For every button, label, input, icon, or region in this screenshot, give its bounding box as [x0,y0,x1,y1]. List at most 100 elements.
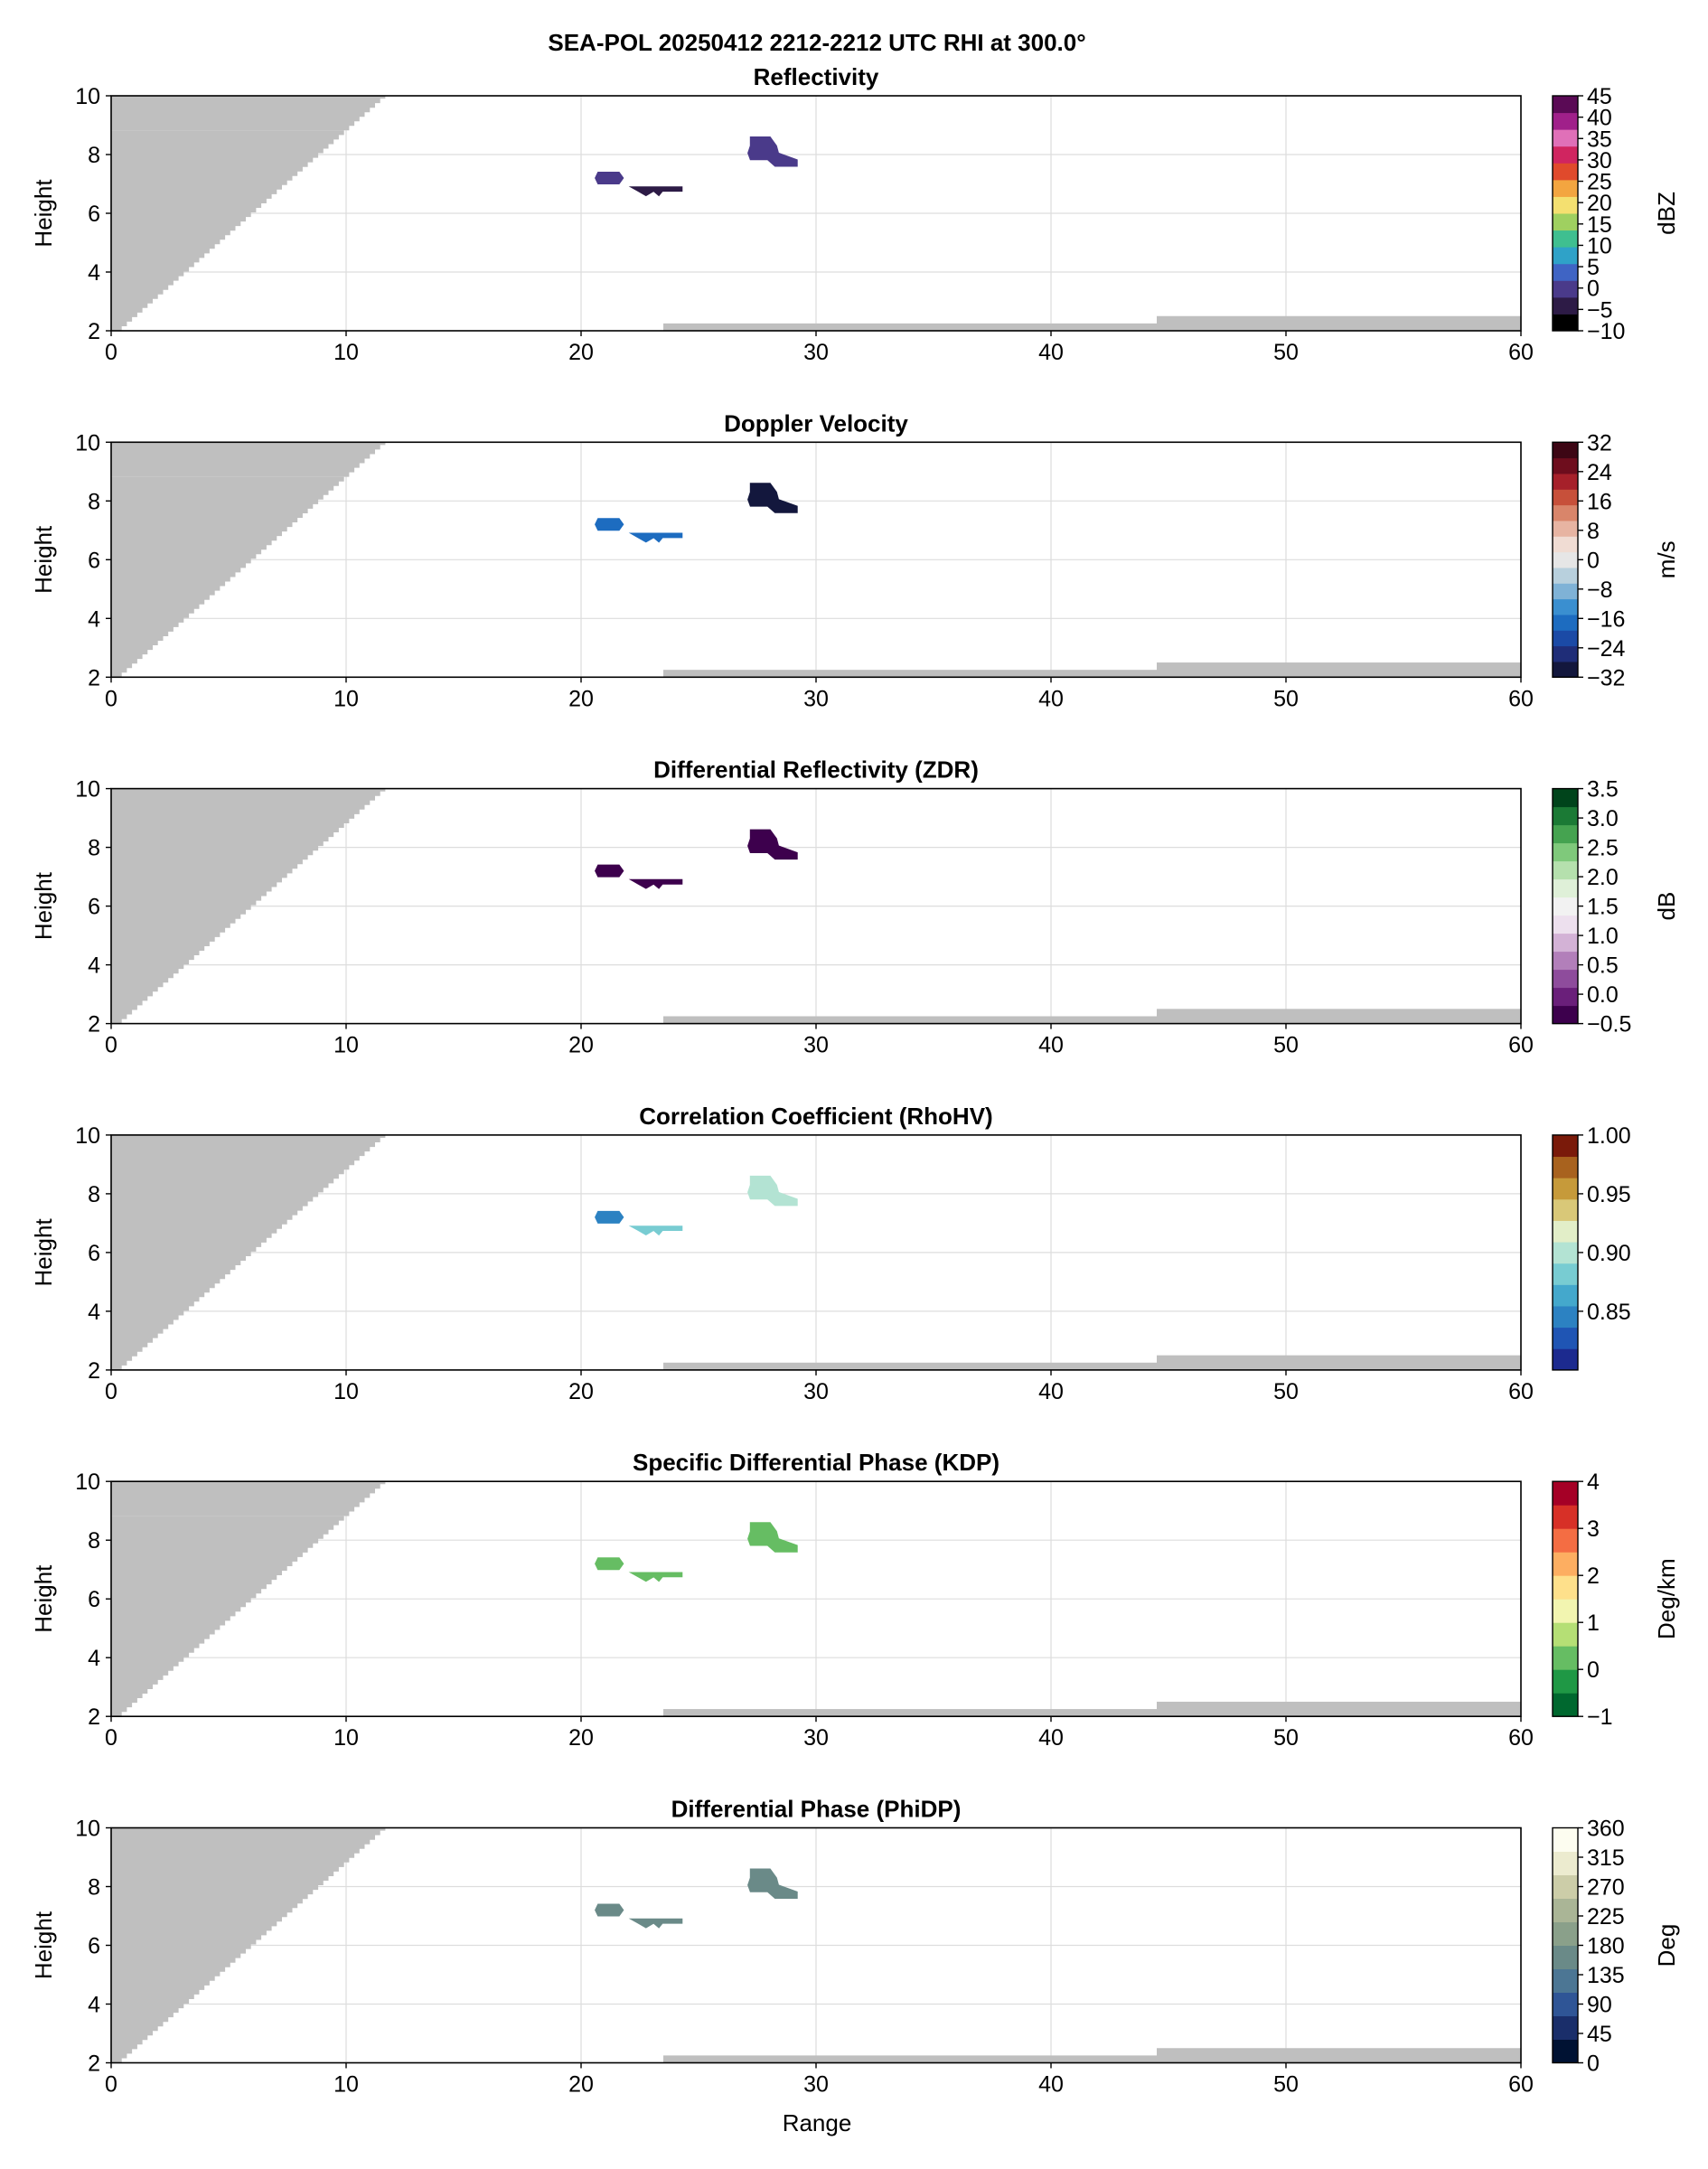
colorbar-segment [1553,1284,1578,1307]
colorbar-tick-label: 1.0 [1587,924,1619,949]
echo-cell [628,878,683,889]
colorbar-label: Deg [1653,1924,1680,1967]
colorbar-label: dBZ [1653,192,1680,235]
y-tick-label: 6 [88,202,100,227]
colorbar-tick-label: 0 [1587,1657,1600,1683]
colorbar-segment [1553,598,1578,615]
surface-clutter-strip [1157,315,1521,331]
panel-stack: 0 10 20 30 40 50 60246810HeightReflectivity−10… [30,63,1680,2098]
colorbar-tick-label: 2.0 [1587,865,1619,890]
colorbar-tick-label: 0.0 [1587,982,1619,1008]
colorbar-tick-label: −24 [1587,636,1626,662]
colorbar-segment [1553,263,1578,281]
colorbar-tick-label: 0.85 [1587,1300,1631,1325]
colorbar-tick-label: 1.00 [1587,1123,1631,1149]
colorbar-segment [1553,163,1578,181]
colorbar-segment [1553,1327,1578,1349]
beam-blockage-region [111,442,386,678]
y-tick-label: 6 [88,1587,100,1612]
beam-blockage-region [111,1827,386,2063]
plot-area [111,788,1521,1024]
colorbar-tick-label: 2.5 [1587,836,1619,861]
colorbar: −1 0 1 2 3 4 Deg/km [1552,1469,1680,1730]
colorbar-segment [1553,1575,1578,1600]
y-tick-label: 6 [88,1934,100,1959]
y-axis-label: Height [30,525,57,594]
y-tick-label: 4 [88,1646,100,1671]
echo-cell [595,864,624,878]
y-tick-label: 10 [75,1469,100,1495]
y-axis-label: Height [30,1911,57,1979]
x-tick-label: 40 [1038,1033,1064,1058]
y-tick-label: 8 [88,143,100,168]
y-tick-label: 6 [88,895,100,920]
x-tick-label: 0 [105,1379,117,1404]
x-tick-label: 30 [803,1033,829,1058]
colorbar-segment [1553,314,1578,332]
x-tick-label: 30 [803,2072,829,2098]
colorbar-tick-label: 225 [1587,1904,1625,1930]
radar-panel: 0 10 20 30 40 50 60 2 4 6 8 10 Height Differential Ph… [30,1796,1680,2098]
colorbar-tick-label: 135 [1587,1963,1625,1988]
colorbar-segment [1553,1178,1578,1200]
beam-blockage-region [111,1134,386,1370]
colorbar-segment [1553,296,1578,315]
colorbar-tick-label: 40 [1587,106,1612,131]
colorbar-tick-label: 3 [1587,1516,1600,1542]
colorbar-tick-label: 20 [1587,191,1612,216]
radar-panel: 0 10 20 30 40 50 60246810HeightReflectivity−10… [30,63,1680,365]
x-tick-label: 60 [1508,1725,1534,1751]
colorbar-tick-label: −10 [1587,319,1625,344]
colorbar-segment [1553,489,1578,506]
x-tick-label: 40 [1038,1379,1064,1404]
x-tick-label: 50 [1273,2072,1299,2098]
echo-cell [595,1210,624,1224]
colorbar-segment [1553,1263,1578,1285]
radar-panel: 0 10 20 30 40 50 60 2 4 6 8 10 Height Differential Re… [30,756,1680,1058]
y-tick-label: 4 [88,1300,100,1325]
echo-cell [595,1557,624,1571]
colorbar-segment [1553,933,1578,953]
colorbar-tick-label: 24 [1587,460,1612,485]
colorbar-tick-label: 10 [1587,233,1612,258]
colorbar-tick-label: −1 [1587,1704,1613,1730]
colorbar-segment [1553,247,1578,265]
colorbar-segment [1553,567,1578,584]
colorbar-segment [1553,1505,1578,1529]
echo-cell [595,518,624,531]
colorbar-segment [1553,2015,1578,2040]
echo-cell [747,483,798,513]
colorbar-segment [1553,1005,1578,1025]
colorbar-segment [1553,897,1578,916]
colorbar-tick-label: 0.90 [1587,1241,1631,1266]
colorbar-segment [1553,1528,1578,1553]
plot-area [111,442,1521,678]
y-axis-label: Height [30,1564,57,1633]
colorbar-segment [1553,951,1578,971]
x-tick-label: 50 [1273,686,1299,711]
colorbar-segment [1553,129,1578,147]
colorbar-segment [1553,1242,1578,1264]
colorbar-segment [1553,2039,1578,2063]
colorbar-segment [1553,1481,1578,1506]
colorbar-tick-label: 0 [1587,548,1600,573]
colorbar-tick-label: 0.95 [1587,1182,1631,1207]
colorbar-segment [1553,1599,1578,1623]
colorbar-segment [1553,661,1578,678]
colorbar-segment [1553,1646,1578,1670]
surface-clutter-strip [1157,1701,1521,1717]
panel-title: Differential Phase (PhiDP) [671,1796,962,1823]
surface-clutter-strip [663,1709,1157,1717]
colorbar-tick-label: 45 [1587,84,1612,109]
y-tick-label: 10 [75,777,100,803]
y-tick-label: 6 [88,548,100,573]
x-tick-label: 50 [1273,1033,1299,1058]
y-tick-label: 10 [75,1123,100,1149]
surface-clutter-strip [663,1016,1157,1024]
colorbar-tick-label: 3.5 [1587,777,1619,803]
echo-cell [628,1918,683,1929]
colorbar-segment [1553,146,1578,164]
